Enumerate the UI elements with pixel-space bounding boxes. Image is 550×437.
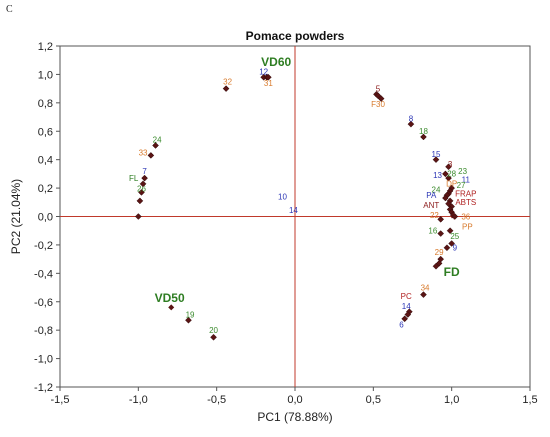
point-label: 7: [142, 167, 147, 176]
point-label: ABTS: [455, 198, 476, 207]
group-label: FD: [444, 265, 460, 279]
data-point: [136, 197, 144, 205]
data-point: [152, 142, 159, 149]
point-label: 31: [264, 79, 273, 88]
data-point: [147, 152, 155, 159]
chart-title: Pomace powders: [246, 29, 345, 43]
x-tick-label: 1,0: [444, 394, 459, 406]
data-point: [134, 213, 142, 220]
point-label: PC: [401, 292, 412, 301]
point-label: 9: [453, 244, 458, 253]
data-point: [139, 180, 147, 188]
point-label: 12: [259, 67, 268, 76]
y-tick-label: -0,6: [34, 297, 53, 309]
point-label: 10: [278, 192, 287, 201]
y-tick-label: 0,6: [38, 126, 53, 138]
data-point: [407, 120, 415, 128]
point-label: 25: [450, 232, 459, 241]
point-label: 33: [139, 148, 148, 157]
point-label: 3: [448, 160, 453, 169]
data-point: [445, 163, 452, 171]
data-point: [185, 316, 192, 324]
point-label: 22: [430, 211, 439, 220]
data-point: [377, 95, 385, 102]
point-label: 23: [458, 167, 467, 176]
data-point: [445, 174, 452, 182]
group-label: VD50: [155, 291, 185, 305]
point-label: 24: [153, 136, 162, 145]
y-tick-label: -1,2: [34, 382, 53, 394]
y-tick-label: -0,2: [34, 240, 53, 252]
y-tick-label: 0,4: [38, 155, 53, 167]
data-point: [420, 133, 427, 141]
point-label: 27: [457, 181, 466, 190]
y-tick-label: 1,0: [38, 69, 53, 81]
point-label: 29: [435, 248, 444, 257]
point-label: 11: [462, 175, 471, 184]
data-point: [432, 262, 440, 270]
point-label: 8: [409, 114, 414, 123]
point-label: FL: [129, 174, 139, 183]
x-axis-title: PC1 (78.88%): [257, 410, 332, 424]
point-label: 28: [447, 170, 456, 179]
point-label: 34: [421, 283, 430, 292]
data-point: [420, 291, 427, 298]
point-label: F30: [371, 100, 385, 109]
y-tick-label: 1,2: [38, 41, 53, 53]
y-tick-label: 0,0: [38, 212, 53, 224]
data-point: [442, 170, 449, 178]
x-tick-label: -0,5: [207, 394, 226, 406]
y-tick-label: -1,0: [34, 354, 53, 366]
data-point: [210, 333, 217, 341]
y-tick-label: 0,2: [38, 183, 53, 195]
point-label: 24: [432, 185, 441, 194]
data-point: [443, 244, 451, 252]
data-point: [404, 311, 412, 318]
y-tick-label: 0,8: [38, 98, 53, 110]
data-point: [446, 227, 454, 235]
x-tick-label: -1,5: [51, 394, 70, 406]
data-point: [138, 188, 145, 196]
x-tick-label: 0,0: [287, 394, 302, 406]
point-label: DP: [446, 180, 457, 189]
y-tick-label: -0,8: [34, 325, 53, 337]
point-label: 6: [399, 320, 404, 329]
point-label: 18: [419, 127, 428, 136]
group-label: VD60: [261, 55, 291, 69]
point-label: PA: [426, 191, 437, 200]
data-point: [222, 85, 230, 92]
point-label: 15: [432, 150, 441, 159]
data-point: [437, 215, 445, 223]
point-label: 14: [289, 206, 298, 215]
point-label: PP: [462, 222, 473, 231]
point-label: 36: [461, 212, 470, 221]
point-label: 20: [209, 326, 218, 335]
data-point: [432, 156, 440, 164]
point-label: 16: [428, 227, 437, 236]
data-point: [265, 73, 272, 81]
y-tick-label: -0,4: [34, 268, 53, 280]
data-point: [448, 240, 456, 247]
panel-letter: C: [6, 4, 13, 15]
point-label: 32: [223, 77, 232, 86]
data-point: [442, 194, 449, 202]
point-label: 13: [433, 171, 442, 180]
point-label: 14: [402, 302, 411, 311]
point-label: 19: [186, 310, 195, 319]
y-axis-title: PC2 (21.04%): [9, 179, 23, 254]
point-label: FRAP: [455, 190, 476, 199]
data-point: [141, 174, 148, 182]
x-tick-label: -1,0: [129, 394, 148, 406]
data-point: [451, 213, 459, 220]
data-point: [401, 315, 409, 323]
x-tick-label: 0,5: [366, 394, 381, 406]
point-label: 5: [376, 84, 381, 93]
point-label: 26: [137, 185, 146, 194]
x-tick-label: 1,5: [522, 394, 537, 406]
data-point: [168, 304, 175, 311]
data-point: [437, 230, 445, 237]
point-label: ANT: [423, 201, 439, 210]
